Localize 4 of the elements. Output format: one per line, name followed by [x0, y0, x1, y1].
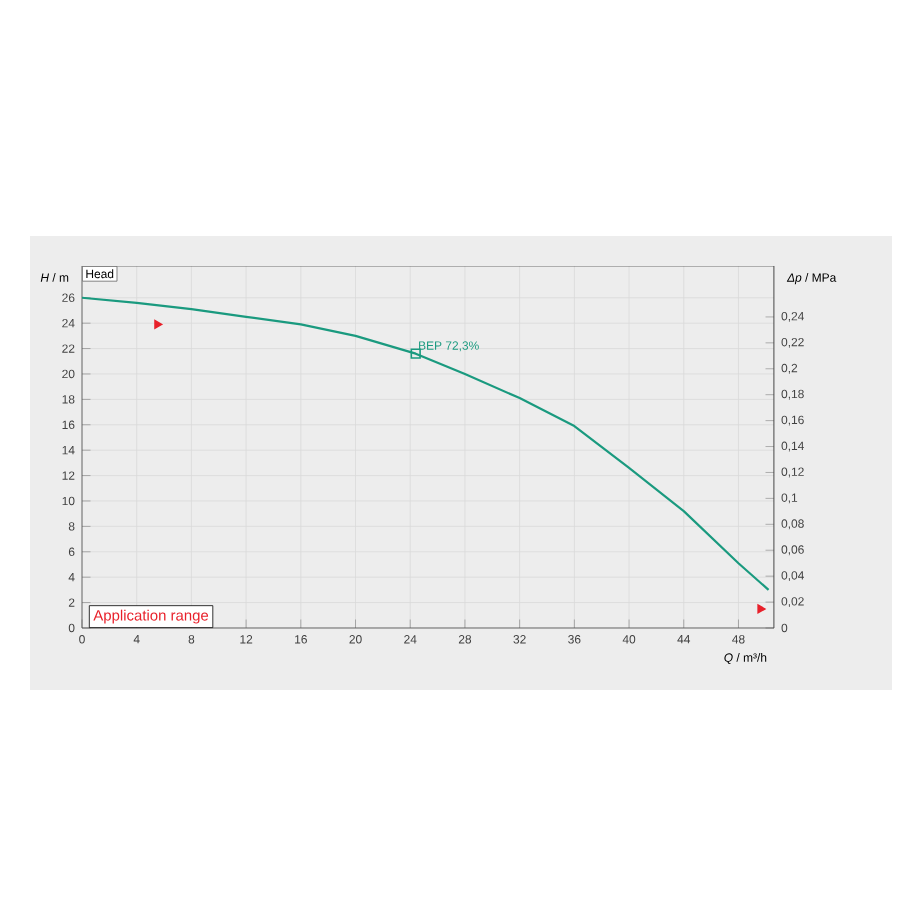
point — [410, 348, 421, 359]
point — [757, 604, 766, 614]
point — [154, 319, 163, 330]
line-series — [82, 296, 770, 591]
